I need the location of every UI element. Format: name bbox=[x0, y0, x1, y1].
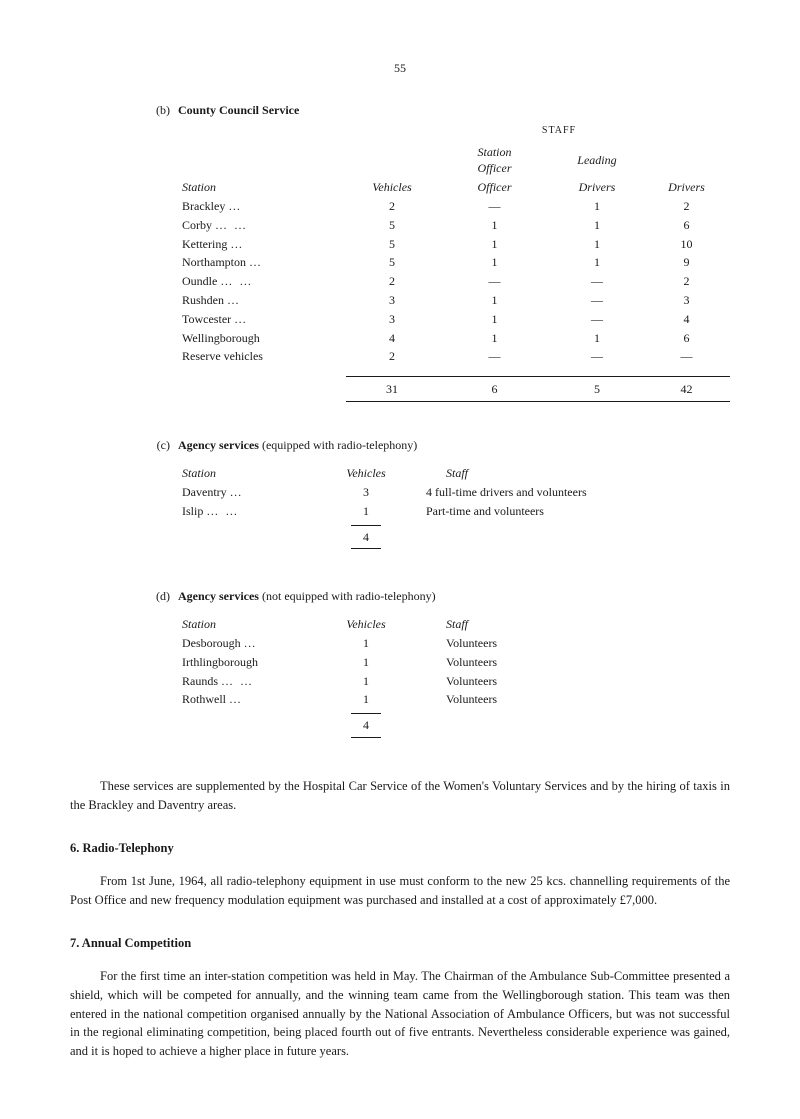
d-col-vehicles: Vehicles bbox=[332, 615, 406, 634]
table-row: Oundle … … 2——2 bbox=[178, 272, 730, 291]
table-row: Raunds … … 1Volunteers bbox=[178, 672, 507, 691]
county-council-table: Station Officer Leading Station Vehicles… bbox=[178, 143, 730, 403]
table-row: Northampton … 5119 bbox=[178, 253, 730, 272]
section-c: (c) Agency services (equipped with radio… bbox=[70, 437, 730, 553]
col-leading-drivers: Drivers bbox=[551, 178, 643, 197]
agency-services-table-d: Station Vehicles Staff Desborough … 1Vol… bbox=[178, 615, 507, 742]
table-row: Corby … … 5116 bbox=[178, 216, 730, 235]
col-vehicles: Vehicles bbox=[346, 178, 438, 197]
table-row: Irthlingborough 1Volunteers bbox=[178, 653, 507, 672]
table-row: Rothwell … 1Volunteers bbox=[178, 690, 507, 709]
paragraph-1: These services are supplemented by the H… bbox=[70, 777, 730, 815]
section-b: (b) County Council Service STAFF Station… bbox=[70, 102, 730, 403]
table-row: Daventry … 34 full-time drivers and volu… bbox=[178, 483, 597, 502]
col-officer: Officer bbox=[438, 178, 551, 197]
heading-7: 7. Annual Competition bbox=[70, 935, 730, 953]
table-row: Rushden … 31—3 bbox=[178, 291, 730, 310]
table-row: Desborough … 1Volunteers bbox=[178, 634, 507, 653]
d-col-station: Station bbox=[178, 615, 332, 634]
section-d: (d) Agency services (not equipped with r… bbox=[70, 588, 730, 742]
heading-6: 6. Radio-Telephony bbox=[70, 840, 730, 858]
section-d-label: (d) bbox=[70, 588, 178, 742]
section-d-title: Agency services (not equipped with radio… bbox=[178, 588, 730, 605]
table-row: Brackley … 2—12 bbox=[178, 197, 730, 216]
c-col-station: Station bbox=[178, 464, 332, 483]
table-row: Wellingborough 4116 bbox=[178, 329, 730, 348]
agency-services-table-c: Station Vehicles Staff Daventry … 34 ful… bbox=[178, 464, 597, 553]
c-col-staff: Staff bbox=[406, 464, 597, 483]
col-leading-1: Leading bbox=[551, 143, 643, 179]
section-c-label: (c) bbox=[70, 437, 178, 553]
staff-label: STAFF bbox=[388, 124, 730, 138]
table-row: Kettering … 51110 bbox=[178, 235, 730, 254]
table-row: Islip … … 1Part-time and volunteers bbox=[178, 502, 597, 521]
c-col-vehicles: Vehicles bbox=[332, 464, 406, 483]
table-row: Towcester … 31—4 bbox=[178, 310, 730, 329]
section-b-label: (b) bbox=[70, 102, 178, 403]
totals-row: 31 6 5 42 bbox=[178, 376, 730, 402]
page-content: 55 (b) County Council Service STAFF Stat… bbox=[0, 0, 800, 1119]
col-drivers: Drivers bbox=[643, 178, 730, 197]
col-station-officer-1: Station Officer bbox=[438, 143, 551, 179]
page-number: 55 bbox=[70, 60, 730, 77]
col-station: Station bbox=[178, 178, 346, 197]
table-row: Reserve vehicles 2——— bbox=[178, 347, 730, 366]
d-col-staff: Staff bbox=[406, 615, 507, 634]
section-c-title: Agency services (equipped with radio-tel… bbox=[178, 437, 730, 454]
paragraph-2: From 1st June, 1964, all radio-telephony… bbox=[70, 872, 730, 910]
paragraph-3: For the first time an inter-station comp… bbox=[70, 967, 730, 1061]
section-b-title: County Council Service bbox=[178, 102, 730, 119]
